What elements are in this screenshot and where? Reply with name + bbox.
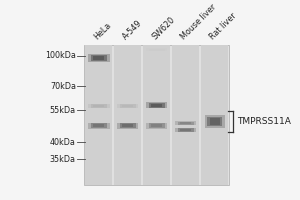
FancyBboxPatch shape [143,45,170,185]
FancyBboxPatch shape [114,45,141,185]
FancyBboxPatch shape [88,123,109,129]
FancyBboxPatch shape [149,103,165,108]
FancyBboxPatch shape [175,128,196,132]
Text: 40kDa: 40kDa [50,138,76,147]
FancyBboxPatch shape [117,48,139,51]
FancyBboxPatch shape [146,102,167,108]
Text: Mouse liver: Mouse liver [179,3,218,42]
FancyBboxPatch shape [120,104,136,108]
FancyBboxPatch shape [91,104,107,108]
FancyBboxPatch shape [120,49,136,51]
FancyBboxPatch shape [152,124,162,127]
FancyBboxPatch shape [91,55,107,61]
Text: Rat liver: Rat liver [208,12,238,42]
FancyBboxPatch shape [91,123,107,128]
Text: 35kDa: 35kDa [50,155,76,164]
FancyBboxPatch shape [152,104,162,107]
FancyBboxPatch shape [172,45,199,185]
FancyBboxPatch shape [178,128,194,132]
FancyBboxPatch shape [146,48,167,51]
Text: SW620: SW620 [150,16,177,42]
FancyBboxPatch shape [88,104,109,108]
FancyBboxPatch shape [180,122,191,124]
FancyBboxPatch shape [85,45,112,185]
Text: TMPRSS11A: TMPRSS11A [237,117,291,126]
Text: 70kDa: 70kDa [50,82,76,91]
FancyBboxPatch shape [122,105,133,107]
FancyBboxPatch shape [117,123,139,129]
FancyBboxPatch shape [149,123,165,128]
FancyBboxPatch shape [180,129,191,131]
FancyBboxPatch shape [152,49,162,50]
FancyBboxPatch shape [84,45,229,185]
Text: HeLa: HeLa [92,21,113,42]
FancyBboxPatch shape [205,115,225,128]
FancyBboxPatch shape [88,54,109,62]
FancyBboxPatch shape [94,124,104,127]
FancyBboxPatch shape [94,56,104,60]
Text: 55kDa: 55kDa [50,106,76,115]
FancyBboxPatch shape [210,118,220,125]
FancyBboxPatch shape [120,123,136,128]
Text: 100kDa: 100kDa [45,51,76,60]
FancyBboxPatch shape [201,45,228,185]
FancyBboxPatch shape [207,117,222,126]
FancyBboxPatch shape [94,105,104,107]
FancyBboxPatch shape [117,104,139,108]
FancyBboxPatch shape [178,122,194,125]
FancyBboxPatch shape [122,49,133,50]
FancyBboxPatch shape [146,123,167,129]
Text: A-549: A-549 [122,19,144,42]
FancyBboxPatch shape [175,121,196,125]
FancyBboxPatch shape [149,49,165,51]
FancyBboxPatch shape [122,124,133,127]
